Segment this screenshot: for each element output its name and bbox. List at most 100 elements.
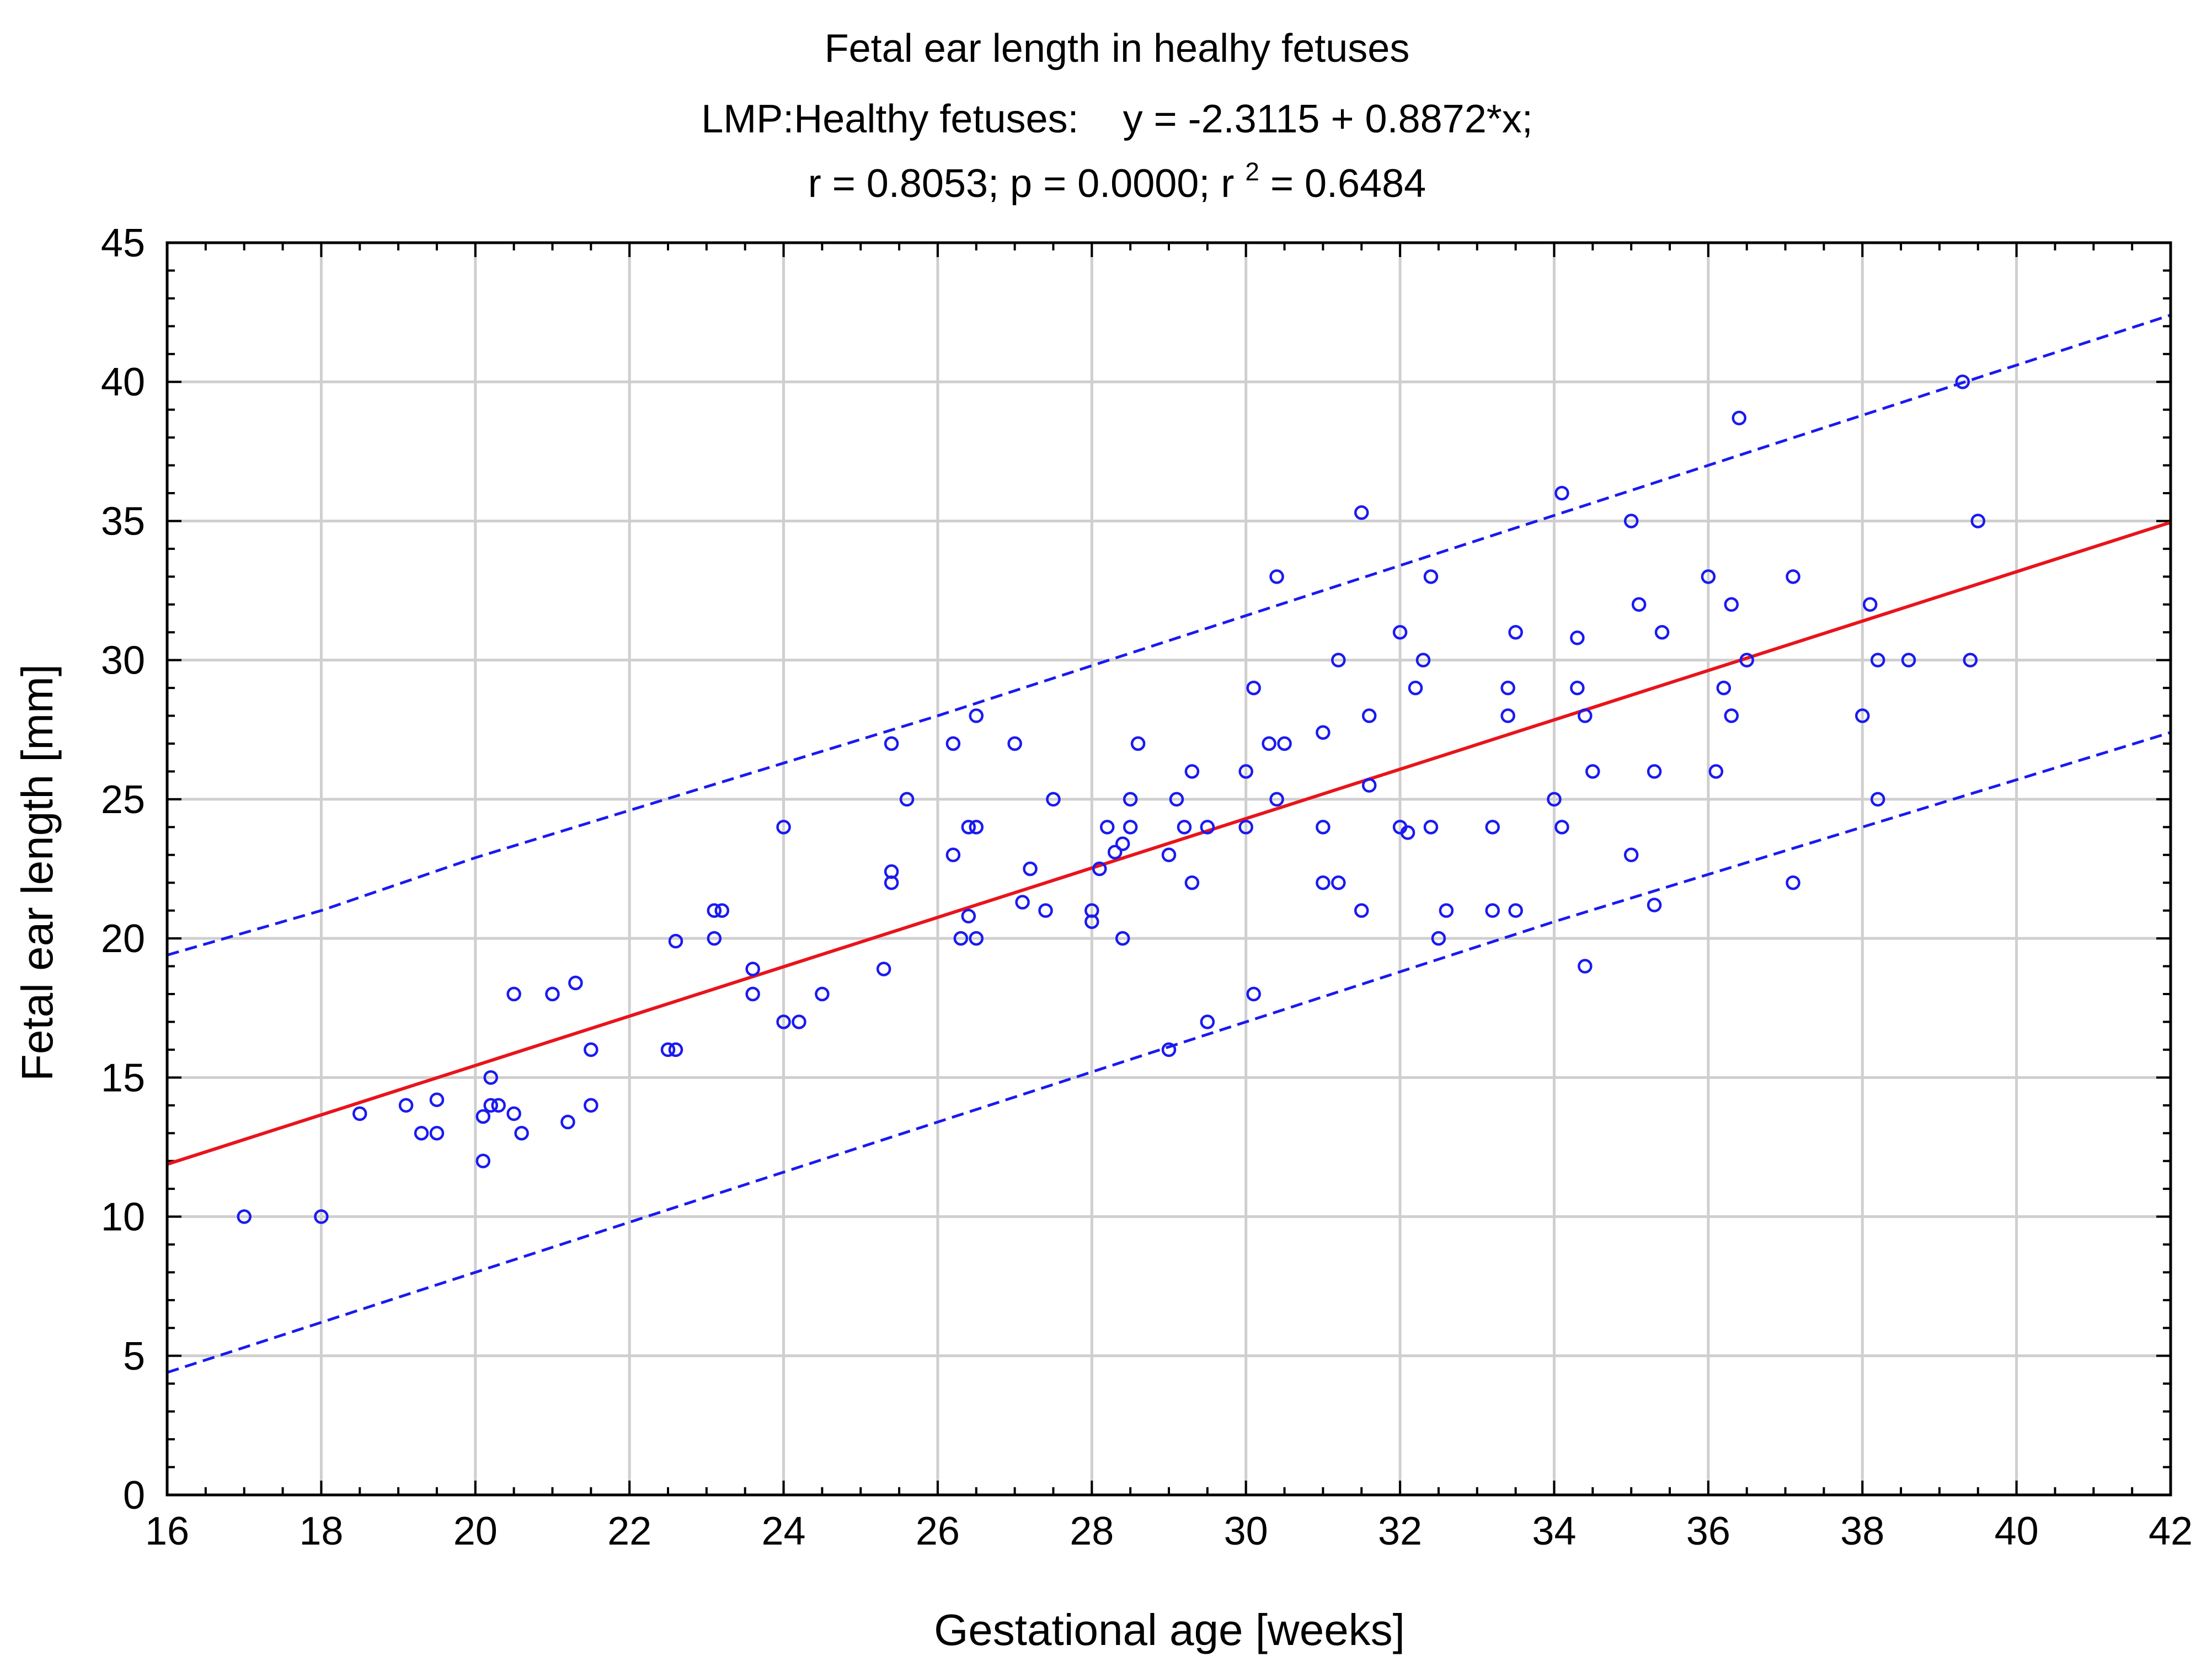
data-point bbox=[792, 1014, 806, 1029]
x-tick-label: 36 bbox=[1686, 1509, 1730, 1553]
data-point bbox=[1508, 903, 1523, 918]
data-point bbox=[584, 1042, 599, 1057]
data-point bbox=[1354, 505, 1369, 520]
data-point bbox=[1238, 764, 1253, 779]
data-point bbox=[506, 1106, 521, 1121]
data-point bbox=[1200, 1014, 1215, 1029]
regression-line bbox=[167, 521, 2171, 1166]
data-point bbox=[1578, 959, 1593, 974]
data-point bbox=[1554, 485, 1569, 501]
data-point bbox=[314, 1209, 329, 1224]
data-point bbox=[1647, 764, 1662, 779]
data-point bbox=[414, 1125, 429, 1141]
data-point bbox=[745, 986, 760, 1002]
data-point bbox=[953, 931, 969, 946]
data-point bbox=[1431, 931, 1446, 946]
grid-lines bbox=[167, 243, 2171, 1495]
x-tick-label: 20 bbox=[453, 1509, 498, 1553]
y-axis-tick-labels: 0 5 10 15 20 25 30 35 40 45 bbox=[101, 221, 145, 1518]
subtitle-prefix: LMP:Healthy fetuses: bbox=[701, 97, 1078, 141]
data-point bbox=[1578, 708, 1593, 723]
data-point bbox=[1732, 410, 1746, 426]
data-point bbox=[1862, 597, 1878, 612]
upper-prediction-line bbox=[167, 313, 2171, 957]
data-point bbox=[1631, 597, 1647, 612]
data-point bbox=[776, 1014, 791, 1029]
data-point bbox=[1570, 680, 1585, 696]
data-point bbox=[1708, 764, 1724, 779]
data-point bbox=[1123, 820, 1138, 835]
prediction-band bbox=[167, 313, 2171, 1374]
data-point bbox=[1107, 845, 1123, 859]
regression-equation: y = -2.3115 + 0.8872*x; bbox=[1123, 97, 1533, 141]
data-point bbox=[1508, 624, 1523, 640]
data-point bbox=[1647, 898, 1662, 912]
data-point bbox=[668, 933, 683, 949]
y-tick-label: 10 bbox=[101, 1195, 145, 1240]
x-tick-label: 32 bbox=[1378, 1509, 1422, 1553]
data-point bbox=[1400, 825, 1415, 840]
data-point bbox=[1331, 653, 1346, 667]
data-point bbox=[1554, 820, 1569, 835]
data-point bbox=[584, 1098, 599, 1113]
data-point bbox=[1500, 680, 1515, 696]
r-squared-value: = 0.6484 bbox=[1270, 162, 1426, 206]
data-point bbox=[483, 1098, 498, 1113]
x-axis-tick-labels: 16 18 20 22 24 26 28 30 32 34 36 38 40 42 bbox=[145, 1509, 2193, 1553]
data-point bbox=[969, 931, 984, 946]
y-tick-label: 20 bbox=[101, 917, 145, 961]
data-point bbox=[961, 909, 976, 924]
data-point bbox=[961, 820, 976, 835]
data-point bbox=[1361, 708, 1377, 723]
data-point bbox=[1716, 680, 1732, 696]
data-point bbox=[1007, 736, 1022, 751]
data-point bbox=[1316, 820, 1331, 835]
data-point bbox=[1023, 861, 1038, 877]
y-tick-label: 40 bbox=[101, 360, 145, 404]
data-point bbox=[1161, 847, 1177, 863]
data-point bbox=[1361, 778, 1377, 793]
data-point bbox=[1786, 569, 1800, 584]
data-point bbox=[1238, 820, 1253, 835]
x-tick-label: 18 bbox=[299, 1509, 343, 1553]
data-point bbox=[969, 820, 984, 835]
x-tick-label: 38 bbox=[1840, 1509, 1884, 1553]
data-point bbox=[899, 792, 915, 807]
data-point bbox=[1970, 514, 1986, 528]
data-point bbox=[1423, 569, 1439, 584]
data-point bbox=[568, 975, 583, 991]
x-tick-label: 34 bbox=[1532, 1509, 1576, 1553]
data-point bbox=[1200, 820, 1215, 835]
x-tick-label: 28 bbox=[1070, 1509, 1114, 1553]
data-point bbox=[1701, 569, 1716, 584]
chart-subtitle-stats: r = 0.8053; p = 0.0000; r 2 = 0.6484 bbox=[808, 145, 1426, 206]
data-point bbox=[1115, 931, 1130, 946]
data-point bbox=[1585, 764, 1600, 779]
data-point bbox=[1115, 836, 1130, 851]
y-tick-label: 35 bbox=[101, 499, 145, 543]
x-tick-label: 24 bbox=[761, 1509, 805, 1553]
x-tick-label: 26 bbox=[916, 1509, 960, 1553]
data-point bbox=[1955, 374, 1970, 389]
x-tick-label: 40 bbox=[1995, 1509, 2039, 1553]
data-point bbox=[1161, 1042, 1177, 1057]
y-tick-label: 0 bbox=[123, 1473, 145, 1518]
data-point bbox=[1092, 861, 1107, 877]
data-point bbox=[1485, 903, 1500, 918]
data-point bbox=[969, 708, 984, 723]
x-tick-label: 16 bbox=[145, 1509, 189, 1553]
data-point bbox=[1084, 914, 1099, 930]
data-points bbox=[237, 374, 1986, 1224]
data-point bbox=[1331, 875, 1346, 890]
x-tick-label: 42 bbox=[2149, 1509, 2193, 1553]
data-point bbox=[1169, 792, 1184, 807]
data-point bbox=[668, 1042, 683, 1057]
data-point bbox=[707, 903, 722, 918]
data-point bbox=[1724, 708, 1739, 723]
data-point bbox=[1038, 903, 1053, 918]
data-point bbox=[945, 847, 961, 863]
data-point bbox=[1963, 653, 1978, 667]
data-point bbox=[1855, 708, 1870, 723]
data-point bbox=[745, 961, 760, 976]
data-point bbox=[1408, 680, 1423, 696]
